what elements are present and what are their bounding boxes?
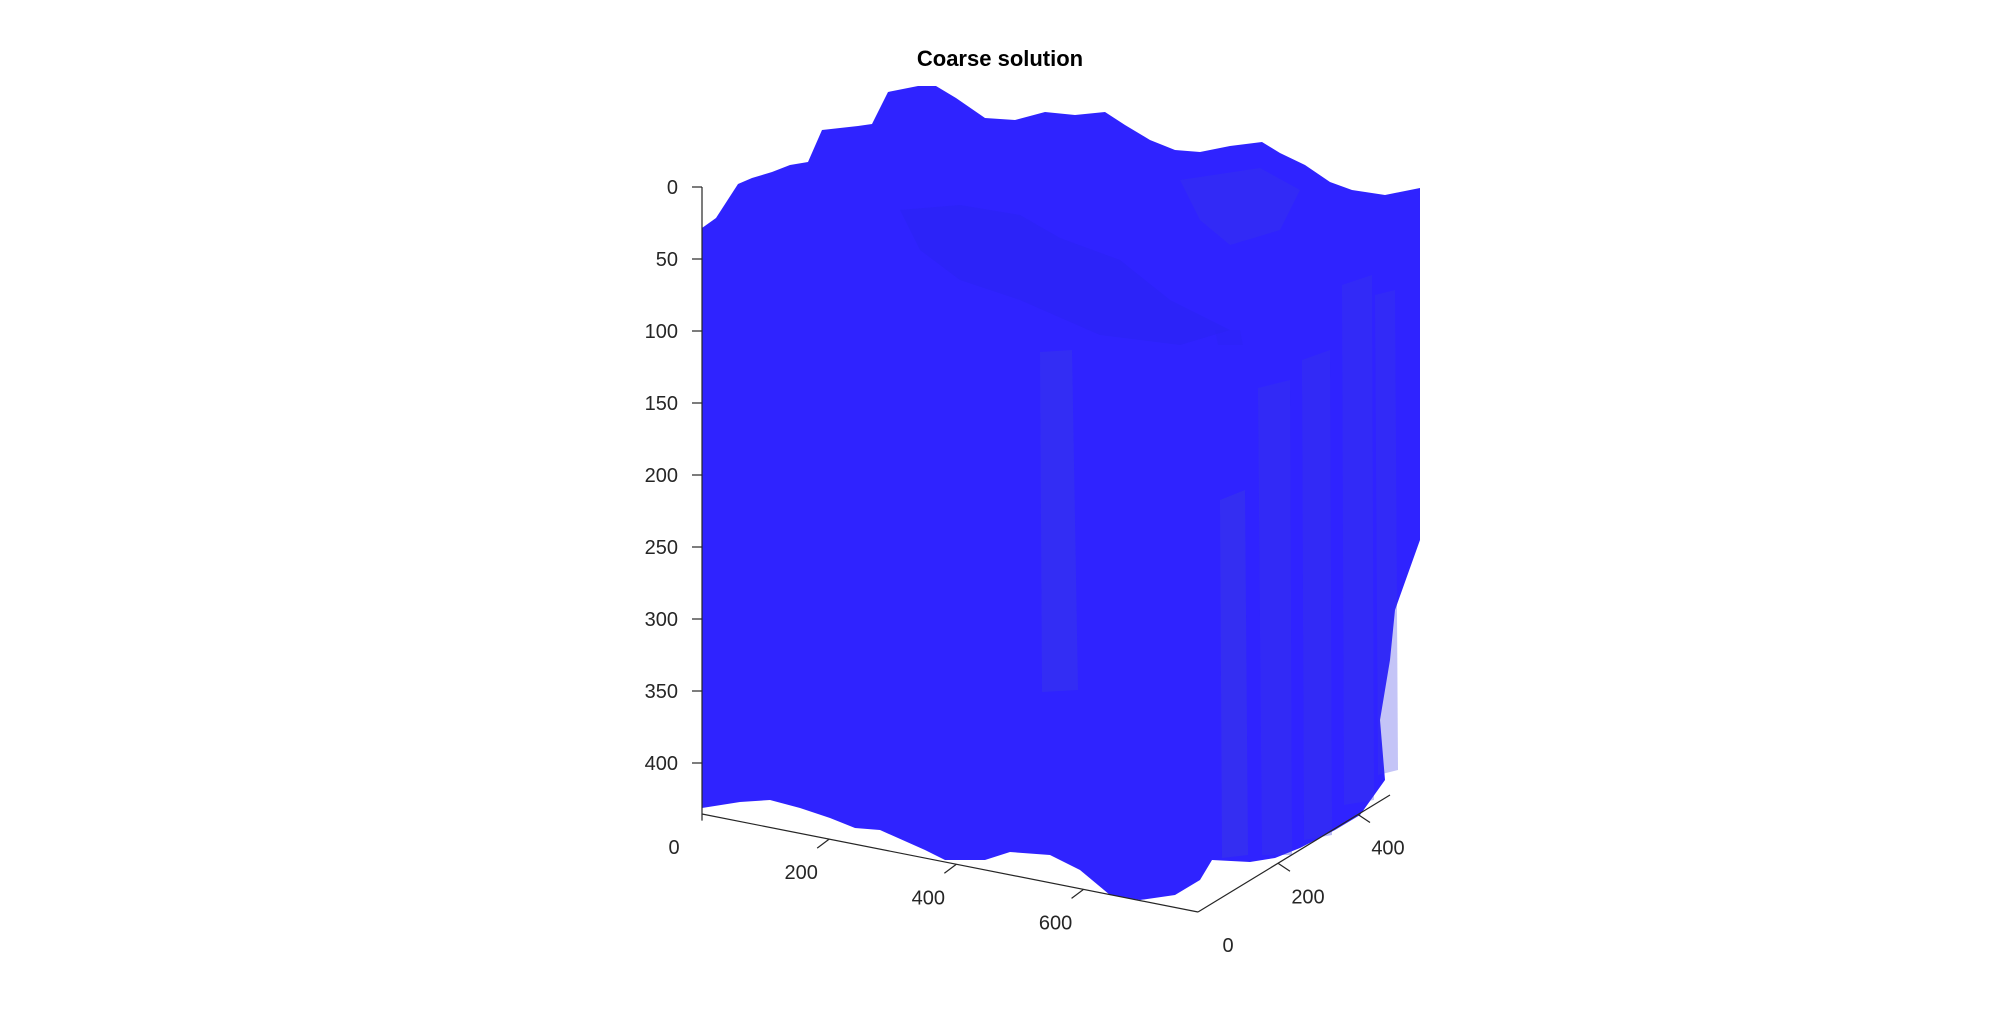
volume-right-edge-shade [1215,330,1243,345]
volume-top-shade [900,205,1230,345]
y-tick-label-0: 0 [1222,935,1233,957]
volume-shade-column-1 [1040,350,1078,692]
y-tick-400 [1357,814,1371,823]
volume-shade-column-3 [1258,380,1292,855]
volume-shade-column-5 [1342,275,1374,805]
x-tick-label-200: 200 [784,862,817,884]
z-tick-label-200: 200 [645,465,678,487]
x-tick-200 [816,838,830,849]
x-tick-label-600: 600 [1039,912,1072,934]
z-tick-label-50: 50 [656,249,678,271]
volume-top-shade-2 [1180,168,1300,245]
x-axis-line [701,813,1199,913]
z-tick-label-400: 400 [645,753,678,775]
x-tick-label-400: 400 [912,887,945,909]
z-tick-label-100: 100 [645,321,678,343]
axes: 0 50 100 150 200 250 300 350 400 0 200 400 600 0 200 40… [645,177,1405,957]
volume-shade-column-6 [1375,290,1398,775]
y-tick-label-400: 400 [1371,838,1404,860]
y-tick-label-200: 200 [1291,886,1324,908]
x-tick-400 [943,863,957,874]
z-tick-label-350: 350 [645,681,678,703]
z-tick-label-250: 250 [645,537,678,559]
volume-shade-column-4 [1302,350,1332,840]
volume-body [702,86,1420,900]
z-tick-label-150: 150 [645,393,678,415]
x-tick-600 [1071,888,1084,899]
z-tick-label-0: 0 [667,177,678,199]
chart-title: Coarse solution [917,46,1083,71]
volume-shade-column-2 [1220,490,1248,858]
y-tick-200 [1277,862,1291,872]
z-tick-label-300: 300 [645,609,678,631]
x-tick-label-0: 0 [668,837,679,859]
